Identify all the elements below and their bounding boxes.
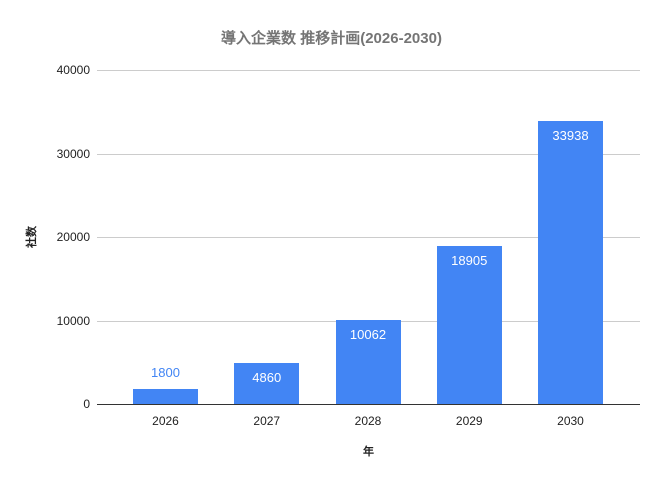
bar-value-label-2030: 33938 [552,127,589,143]
bar-value-label-2029: 18905 [451,253,488,269]
bar-value-label-2027: 4860 [252,370,282,386]
x-axis-baseline [97,404,640,405]
bar-2029 [436,246,502,404]
bar-2030 [538,120,603,404]
y-tick-label-10000: 10000 [56,314,90,328]
bar-2026 [133,388,198,404]
x-tick-label-2027: 2027 [253,414,281,428]
x-tick-label-2028: 2028 [354,414,382,428]
x-tick-label-2026: 2026 [152,414,179,428]
gridline [97,154,640,155]
gridline [97,237,640,238]
bar-value-label-2028: 10062 [349,326,387,342]
bar-2028 [335,319,401,404]
y-tick-label-20000: 20000 [56,230,90,244]
x-tick-label-2030: 2030 [557,414,584,428]
bar-value-label-2026: 1800 [151,364,180,380]
chart-title: 導入企業数 推移計画(2026-2030) [221,30,442,47]
x-axis-title: 年 [363,446,374,458]
gridline [97,70,640,71]
y-tick-label-0: 0 [83,397,90,411]
y-tick-label-40000: 40000 [56,63,90,77]
y-tick-label-30000: 30000 [56,147,90,161]
x-tick-label-2029: 2029 [455,414,483,428]
bar-2027 [234,363,300,404]
